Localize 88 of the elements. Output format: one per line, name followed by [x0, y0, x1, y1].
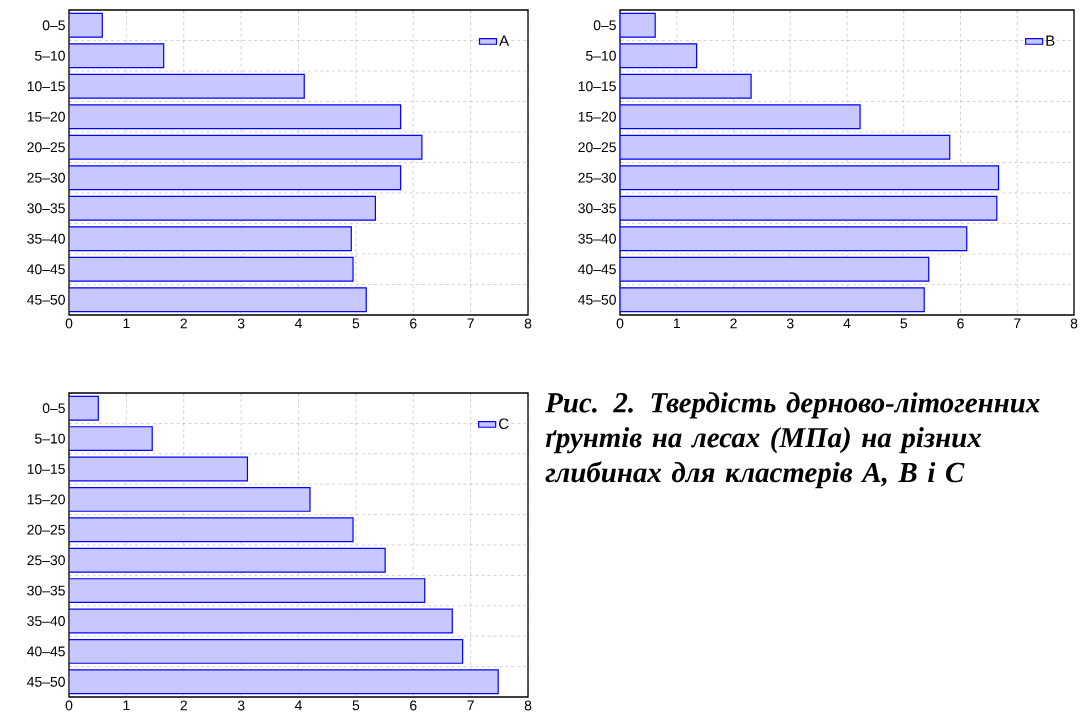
y-tick-label: 45–50	[578, 294, 616, 305]
bar	[620, 256, 930, 282]
x-tick-label: 7	[467, 700, 474, 711]
bar	[69, 104, 402, 130]
bar	[620, 287, 925, 313]
x-tick-label: 3	[237, 700, 245, 711]
y-tick-label: 20–25	[27, 524, 65, 535]
y-tick-label: 15–20	[27, 111, 65, 122]
bar	[69, 256, 354, 282]
y-tick-label: 5–10	[586, 50, 616, 61]
x-tick-label: 6	[410, 700, 417, 711]
x-tick-label: 7	[467, 318, 474, 329]
bar	[69, 426, 153, 452]
legend-label: C	[499, 418, 509, 430]
y-tick-label: 5–10	[35, 50, 65, 61]
x-tick-label: 3	[786, 318, 794, 329]
y-tick-label: 45–50	[27, 294, 65, 305]
y-tick-label: 30–35	[578, 203, 616, 214]
x-tick-label: 7	[1014, 318, 1021, 329]
bar	[620, 43, 698, 69]
x-tick-label: 4	[843, 318, 851, 329]
bar	[69, 287, 367, 313]
x-tick-label: 1	[123, 318, 130, 329]
y-tick-label: 5–10	[35, 433, 65, 444]
x-tick-label: 8	[1070, 318, 1078, 329]
x-tick-label: 1	[673, 318, 680, 329]
x-tick-label: 6	[957, 318, 964, 329]
y-tick-label: 0–5	[42, 20, 65, 31]
y-tick-label: 30–35	[27, 585, 65, 596]
y-tick-label: 20–25	[27, 142, 65, 153]
x-tick-label: 8	[524, 700, 532, 711]
y-tick-label: 10–15	[578, 81, 616, 92]
x-tick-label: 0	[65, 318, 73, 329]
x-tick-label: 0	[616, 318, 624, 329]
x-tick-label: 5	[352, 700, 360, 711]
bar	[69, 547, 386, 573]
y-tick-label: 30–35	[27, 203, 65, 214]
x-tick-label: 4	[294, 318, 302, 329]
bar	[69, 134, 423, 160]
y-tick-label: 20–25	[578, 142, 616, 153]
y-tick-label: 25–30	[27, 555, 65, 566]
bar	[69, 73, 305, 99]
y-tick-label: 35–40	[27, 616, 65, 626]
bar	[69, 638, 464, 664]
bar	[620, 73, 752, 99]
bar	[69, 486, 311, 512]
y-tick-label: 25–30	[578, 172, 616, 183]
x-tick-label: 5	[900, 318, 908, 329]
y-tick-label: 35–40	[27, 233, 65, 244]
y-tick-label: 0–5	[42, 403, 65, 414]
x-tick-label: 2	[180, 318, 187, 329]
bar	[69, 669, 499, 695]
x-tick-label: 3	[237, 318, 245, 329]
y-tick-label: 45–50	[27, 676, 65, 687]
text: Рис. 2. Твердість дерново-літогенних ґрунтів на лесах (МПа) на різних глибинах для кластерів А, В і С	[545, 392, 1040, 489]
x-tick-label: 6	[410, 318, 417, 329]
bar	[69, 517, 354, 543]
bar	[620, 104, 861, 130]
bar	[620, 165, 1000, 191]
x-tick-label: 0	[65, 700, 73, 711]
bar	[69, 578, 426, 604]
y-tick-label: 10–15	[27, 464, 65, 474]
x-tick-label: 8	[524, 318, 532, 329]
bar	[69, 608, 453, 634]
y-tick-label: 40–45	[27, 646, 65, 657]
y-tick-label: 15–20	[578, 111, 616, 122]
bar	[620, 134, 951, 160]
y-tick-label: 15–20	[27, 494, 65, 505]
bar	[69, 226, 352, 252]
bar	[620, 226, 968, 252]
y-tick-label: 40–45	[27, 264, 65, 275]
bar	[69, 195, 376, 221]
x-tick-label: 2	[180, 700, 187, 711]
y-tick-label: 0–5	[593, 20, 616, 31]
legend-label: B	[1046, 35, 1055, 46]
bar	[69, 165, 402, 191]
bar	[620, 195, 998, 221]
bar	[69, 456, 249, 482]
x-tick-label: 1	[123, 700, 130, 711]
y-tick-label: 40–45	[578, 264, 616, 275]
x-tick-label: 2	[730, 318, 737, 329]
x-tick-label: 4	[294, 700, 302, 711]
legend-label: A	[499, 35, 510, 46]
y-tick-label: 10–15	[27, 81, 65, 92]
y-tick-label: 35–40	[578, 233, 616, 244]
y-tick-label: 25–30	[27, 172, 65, 183]
bar	[69, 43, 165, 69]
x-tick-label: 5	[352, 318, 360, 329]
